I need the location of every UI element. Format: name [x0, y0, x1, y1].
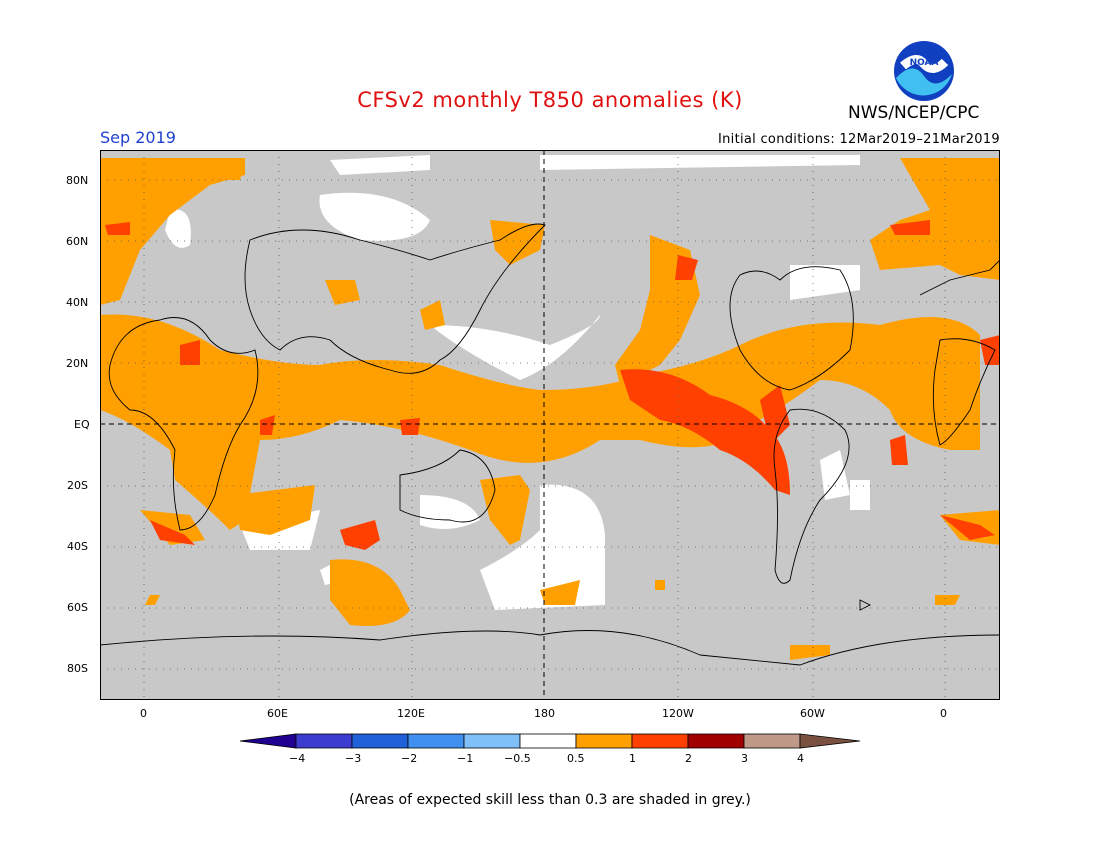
lat-tick-80n: 80N	[66, 174, 89, 187]
colorbar-segment	[687, 733, 745, 749]
anomaly-map	[100, 150, 1000, 700]
lon-tick-0-right: 0	[940, 707, 947, 720]
colorbar-label: −4	[289, 752, 306, 765]
positive-anomaly-regions-1-2	[105, 220, 1000, 550]
colorbar-label: 3	[741, 752, 748, 765]
lon-tick-180: 180	[534, 707, 555, 720]
colorbar-label: 0.5	[567, 752, 585, 765]
graticule	[100, 150, 1000, 700]
colorbar-segment	[519, 733, 577, 749]
lat-tick-80s: 80S	[67, 662, 88, 675]
colorbar-arrow-low	[239, 733, 297, 749]
colorbar-label: 4	[797, 752, 804, 765]
colorbar-segment	[575, 733, 633, 749]
noaa-logo-text: NOAA	[910, 58, 939, 68]
colorbar-label: −2	[401, 752, 418, 765]
neutral-anomaly-regions	[120, 155, 960, 610]
colorbar-segment	[351, 733, 409, 749]
colorbar-segment	[631, 733, 689, 749]
colorbar-arrow-high	[799, 733, 861, 749]
lat-tick-60n: 60N	[66, 235, 89, 248]
colorbar-segment	[463, 733, 521, 749]
colorbar-label: 2	[685, 752, 692, 765]
lon-tick-60e: 60E	[267, 707, 288, 720]
positive-anomaly-regions-05-1	[100, 158, 1000, 660]
colorbar-label: −3	[345, 752, 362, 765]
lon-tick-60w: 60W	[800, 707, 825, 720]
lat-tick-40n: 40N	[66, 296, 89, 309]
lat-tick-20s: 20S	[67, 479, 88, 492]
lat-tick-20n: 20N	[66, 357, 89, 370]
colorbar-label: −1	[457, 752, 474, 765]
lat-tick-60s: 60S	[67, 601, 88, 614]
lon-tick-120w: 120W	[662, 707, 694, 720]
lat-tick-eq: EQ	[74, 418, 90, 431]
colorbar	[239, 733, 861, 749]
colorbar-segment	[743, 733, 801, 749]
skill-note: (Areas of expected skill less than 0.3 a…	[349, 792, 751, 808]
coastlines	[100, 223, 1000, 666]
forecast-month: Sep 2019	[100, 128, 176, 147]
colorbar-segment	[407, 733, 465, 749]
organization-label: NWS/NCEP/CPC	[848, 103, 980, 123]
colorbar-segment	[295, 733, 353, 749]
lon-tick-0-left: 0	[140, 707, 147, 720]
noaa-logo: NOAA	[894, 41, 954, 101]
lon-tick-120e: 120E	[397, 707, 425, 720]
lat-tick-40s: 40S	[67, 540, 88, 553]
colorbar-label: 1	[629, 752, 636, 765]
colorbar-label: −0.5	[504, 752, 531, 765]
map-title: CFSv2 monthly T850 anomalies (K)	[357, 88, 743, 112]
initial-conditions: Initial conditions: 12Mar2019–21Mar2019	[717, 132, 1000, 147]
